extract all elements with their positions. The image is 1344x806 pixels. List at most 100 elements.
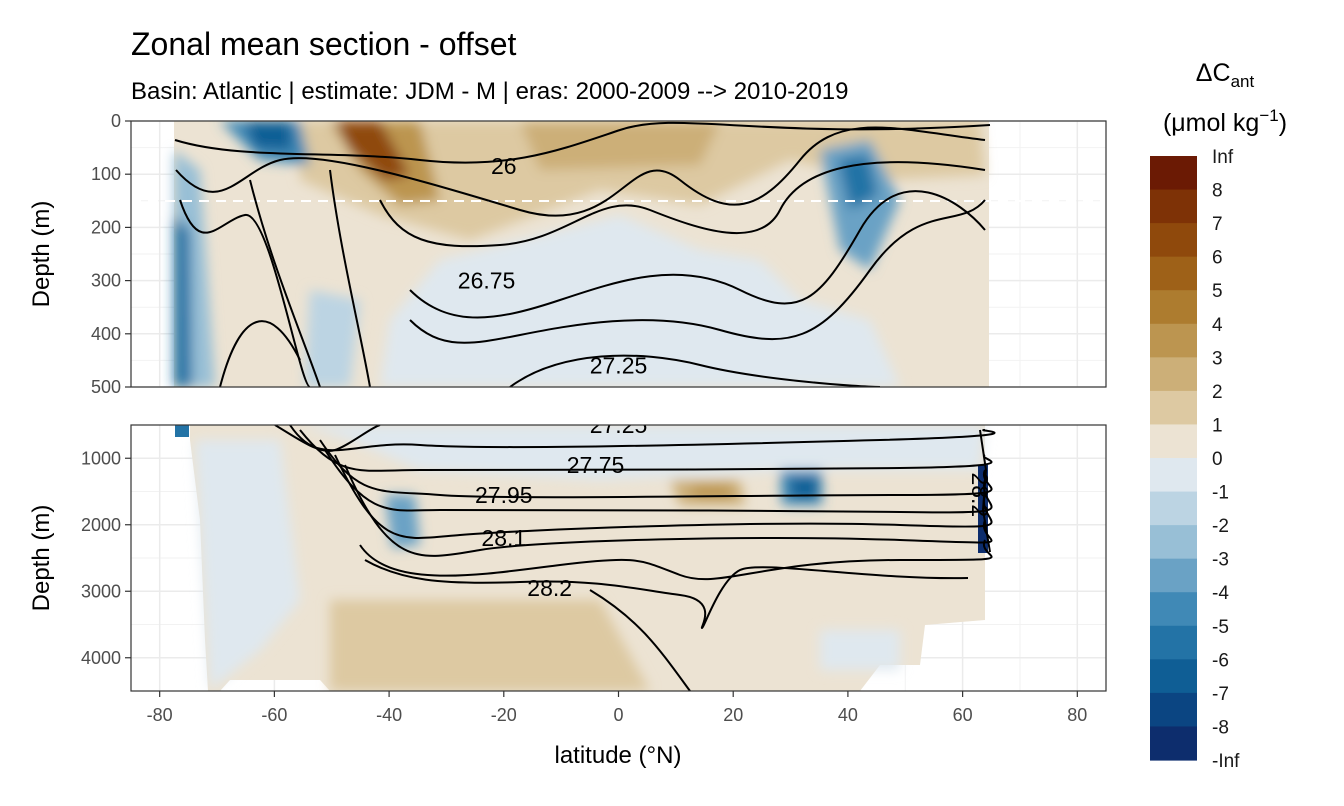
colorbar-label: 8 — [1212, 181, 1223, 202]
colorbar-label: Inf — [1212, 147, 1234, 168]
y-tick-label: 100 — [91, 164, 121, 184]
colorbar-swatch — [1150, 525, 1197, 560]
isopycnal-label: 27.25 — [590, 353, 648, 379]
isopycnal-line — [344, 464, 993, 557]
colorbar-swatch — [1150, 424, 1197, 459]
field-sam-positive-core — [335, 121, 410, 180]
isopycnal-line — [379, 161, 986, 248]
x-tick-label: 0 — [613, 705, 623, 725]
field-northern-negative — [820, 630, 900, 670]
isopycnal-label: 28.2 — [527, 575, 572, 601]
isopycnal-line — [289, 425, 996, 452]
y-axis-title-lower: Depth (m) — [28, 505, 55, 612]
isopycnal-line — [589, 589, 691, 691]
colorbar-label: -4 — [1212, 583, 1229, 604]
colorbar-swatch — [1150, 458, 1197, 493]
field-shallow-positive — [300, 121, 985, 240]
field-nadw-positive-core — [690, 485, 732, 498]
isopycnal-line — [509, 354, 881, 387]
x-tick-label: -20 — [491, 705, 517, 725]
panel-upper-border — [130, 120, 1107, 388]
isopycnal-line — [359, 539, 993, 581]
colorbar-label: 6 — [1212, 248, 1223, 269]
field-north-negative-core — [838, 155, 878, 210]
isopycnals-lower — [274, 425, 996, 691]
field-abyss-positive — [330, 600, 650, 691]
colorbar-swatches — [1150, 156, 1197, 761]
isopycnal-label: 27.25 — [590, 412, 648, 438]
colorbar-label: -8 — [1212, 717, 1229, 738]
field-intermediate-negative — [300, 425, 985, 480]
colorbar-label: -Inf — [1212, 751, 1240, 772]
colorbar-swatch — [1150, 592, 1197, 627]
isopycnal-line — [409, 199, 986, 344]
field-aaiw-negative — [385, 495, 420, 548]
colorbar-swatch — [1150, 692, 1197, 728]
isopycnal-line — [334, 454, 993, 539]
x-tick-label: 20 — [723, 705, 743, 725]
isopycnal-label: 27.75 — [567, 452, 625, 478]
isopycnal-label: 26 — [491, 153, 517, 179]
isopycnal-line — [364, 559, 969, 630]
field-central-negative — [380, 215, 900, 387]
isopycnal-label: 28.1 — [481, 525, 526, 551]
panel-upper-field: 26 26.75 27.25 — [131, 121, 1106, 387]
field-midlat-negative — [305, 290, 360, 387]
y-tick-label: 1000 — [81, 448, 121, 468]
isopycnal-label: 27.95 — [475, 482, 533, 508]
colorbar-label: -5 — [1212, 617, 1229, 638]
field-north-negative — [820, 140, 900, 270]
panel-upper: 26 26.75 27.25 Depth (m) 0 100 200 300 400 500 — [28, 111, 1107, 397]
colorbar-swatch — [1150, 256, 1197, 291]
colorbar-label: 4 — [1212, 315, 1223, 336]
chart-title: Zonal mean section - offset — [131, 26, 517, 62]
colorbar-label: -1 — [1212, 483, 1229, 504]
y-tick-label: 300 — [91, 271, 121, 291]
colorbar-legend: ΔCant (μmol kg−1) Inf 8 7 6 5 4 3 2 1 0 -1 -2 -3 -4 -5… — [1150, 59, 1287, 772]
colorbar-swatch — [1150, 558, 1197, 593]
x-tick-label: 60 — [953, 705, 973, 725]
isopycnal-line — [175, 126, 986, 217]
colorbar-swatch — [1150, 625, 1197, 660]
y-tick-label: 4000 — [81, 648, 121, 668]
isopycnal-line — [249, 179, 321, 387]
y-axis-title-upper: Depth (m) — [28, 201, 55, 308]
isopycnal-labels-upper: 26 26.75 27.25 — [458, 153, 647, 379]
x-ticks: -80 -60 -40 -20 0 20 40 60 80 — [147, 691, 1087, 725]
isopycnal-line — [324, 449, 993, 514]
colorbar-label: 0 — [1212, 449, 1223, 470]
isopycnal-line — [329, 169, 371, 387]
colorbar-label: 3 — [1212, 348, 1223, 369]
isopycnal-line — [409, 190, 986, 319]
colorbar-swatch — [1150, 491, 1197, 526]
colorbar-labels: Inf 8 7 6 5 4 3 2 1 0 -1 -2 -3 -4 -5 -6 -7 -8 -Inf — [1212, 147, 1240, 772]
colorbar-swatch — [1150, 323, 1197, 358]
colorbar-label: 5 — [1212, 281, 1223, 302]
x-axis-title: latitude (°N) — [555, 742, 682, 769]
field-polar-edge — [175, 425, 189, 437]
chart-subtitle: Basin: Atlantic | estimate: JDM - M | er… — [131, 78, 848, 105]
y-ticks-upper: 0 100 200 300 400 500 — [91, 111, 131, 397]
isopycnal-line — [319, 439, 993, 499]
colorbar-label: 7 — [1212, 214, 1223, 235]
y-tick-label: 2000 — [81, 515, 121, 535]
colorbar-label: 2 — [1212, 382, 1223, 403]
colorbar-label: -2 — [1212, 516, 1229, 537]
isopycnal-line — [979, 429, 991, 553]
colorbar-swatch — [1150, 189, 1197, 224]
y-tick-label: 200 — [91, 217, 121, 237]
colorbar-swatch — [1150, 659, 1197, 694]
colorbar-label: -3 — [1212, 550, 1229, 571]
colorbar-swatch — [1150, 223, 1197, 258]
y-tick-label: 500 — [91, 377, 121, 397]
field-polar-surface-core — [245, 121, 292, 150]
x-tick-label: 40 — [838, 705, 858, 725]
x-tick-label: -60 — [261, 705, 287, 725]
colorbar-units: (μmol kg−1) — [1163, 106, 1287, 137]
colorbar-swatch — [1150, 290, 1197, 325]
colorbar-swatch — [1150, 726, 1197, 761]
